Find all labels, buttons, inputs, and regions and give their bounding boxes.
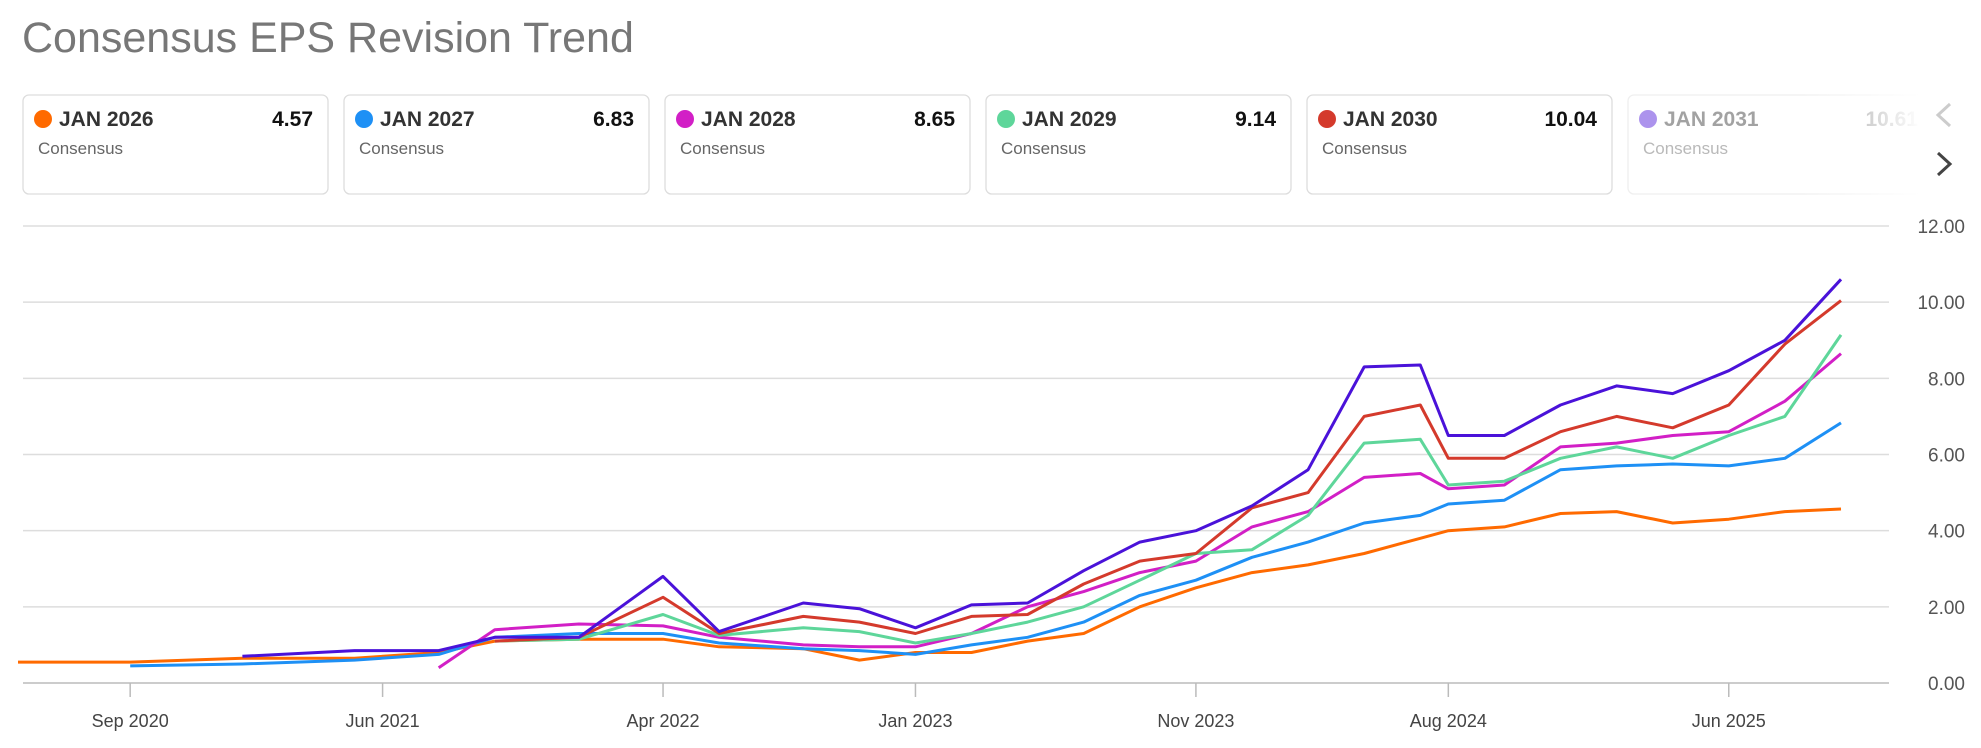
card-frame <box>22 94 329 195</box>
card-name: JAN 2028 <box>701 108 796 131</box>
card-fade <box>1800 90 1920 200</box>
x-tick-label: Aug 2024 <box>1410 711 1487 731</box>
series-card[interactable]: JAN 2028 8.65 Consensus <box>664 94 971 195</box>
card-caption: Consensus <box>38 139 123 158</box>
legend-dot <box>676 110 694 128</box>
next-arrow[interactable] <box>1936 151 1953 177</box>
series-line <box>437 352 1842 670</box>
y-tick-label: 2.00 <box>1928 598 1965 619</box>
card-frame <box>1306 94 1613 195</box>
x-tick-label: Jan 2023 <box>878 711 952 731</box>
legend-dot <box>1639 110 1657 128</box>
x-tick-label: Sep 2020 <box>92 711 169 731</box>
y-tick-label: 6.00 <box>1928 446 1965 467</box>
x-tick-label: Nov 2023 <box>1157 711 1234 731</box>
y-tick-label: 8.00 <box>1928 369 1965 390</box>
card-value: 9.14 <box>1235 108 1276 131</box>
card-value: 8.65 <box>914 108 955 131</box>
series-card[interactable]: JAN 2029 9.14 Consensus <box>985 94 1292 195</box>
card-value: 10.04 <box>1544 108 1597 131</box>
series-line <box>242 278 1843 658</box>
card-caption: Consensus <box>359 139 444 158</box>
card-name: JAN 2031 <box>1664 108 1759 131</box>
card-name: JAN 2030 <box>1343 108 1438 131</box>
series-card[interactable]: JAN 2027 6.83 Consensus <box>343 94 650 195</box>
plot-area: 0.00 2.00 4.00 6.00 8.00 10.00 12.00 Sep 2020 Ju… <box>18 217 1965 731</box>
y-tick-label: 0.00 <box>1928 674 1965 695</box>
card-row: JAN 2026 4.57 Consensus JAN 2027 6.83 Consens… <box>22 94 1920 195</box>
card-value: 6.83 <box>593 108 634 131</box>
card-name: JAN 2029 <box>1022 108 1117 131</box>
card-caption: Consensus <box>1322 139 1407 158</box>
series-line <box>494 334 1843 645</box>
legend-dot <box>34 110 52 128</box>
legend-dot <box>1318 110 1336 128</box>
series-line <box>494 299 1842 643</box>
card-name: JAN 2027 <box>380 108 475 131</box>
card-caption: Consensus <box>1643 139 1728 158</box>
legend-dot <box>997 110 1015 128</box>
card-frame <box>664 94 971 195</box>
card-caption: Consensus <box>1001 139 1086 158</box>
series-line <box>130 421 1842 668</box>
card-frame <box>985 94 1292 195</box>
y-tick-label: 10.00 <box>1917 293 1965 314</box>
x-tick-label: Apr 2022 <box>627 711 700 731</box>
legend-dot <box>355 110 373 128</box>
series-card[interactable]: JAN 2026 4.57 Consensus <box>22 94 329 195</box>
y-tick-label: 4.00 <box>1928 522 1965 543</box>
prev-arrow[interactable] <box>1935 102 1952 128</box>
card-name: JAN 2026 <box>59 108 154 131</box>
card-frame <box>343 94 650 195</box>
card-caption: Consensus <box>680 139 765 158</box>
chart-title: Consensus EPS Revision Trend <box>22 14 634 62</box>
card-value: 4.57 <box>272 108 313 131</box>
y-tick-label: 12.00 <box>1917 217 1965 238</box>
x-tick-label: Jun 2021 <box>346 711 420 731</box>
x-tick-label: Jun 2025 <box>1692 711 1766 731</box>
series-line <box>18 507 1842 664</box>
series-card[interactable]: JAN 2030 10.04 Consensus <box>1306 94 1613 195</box>
